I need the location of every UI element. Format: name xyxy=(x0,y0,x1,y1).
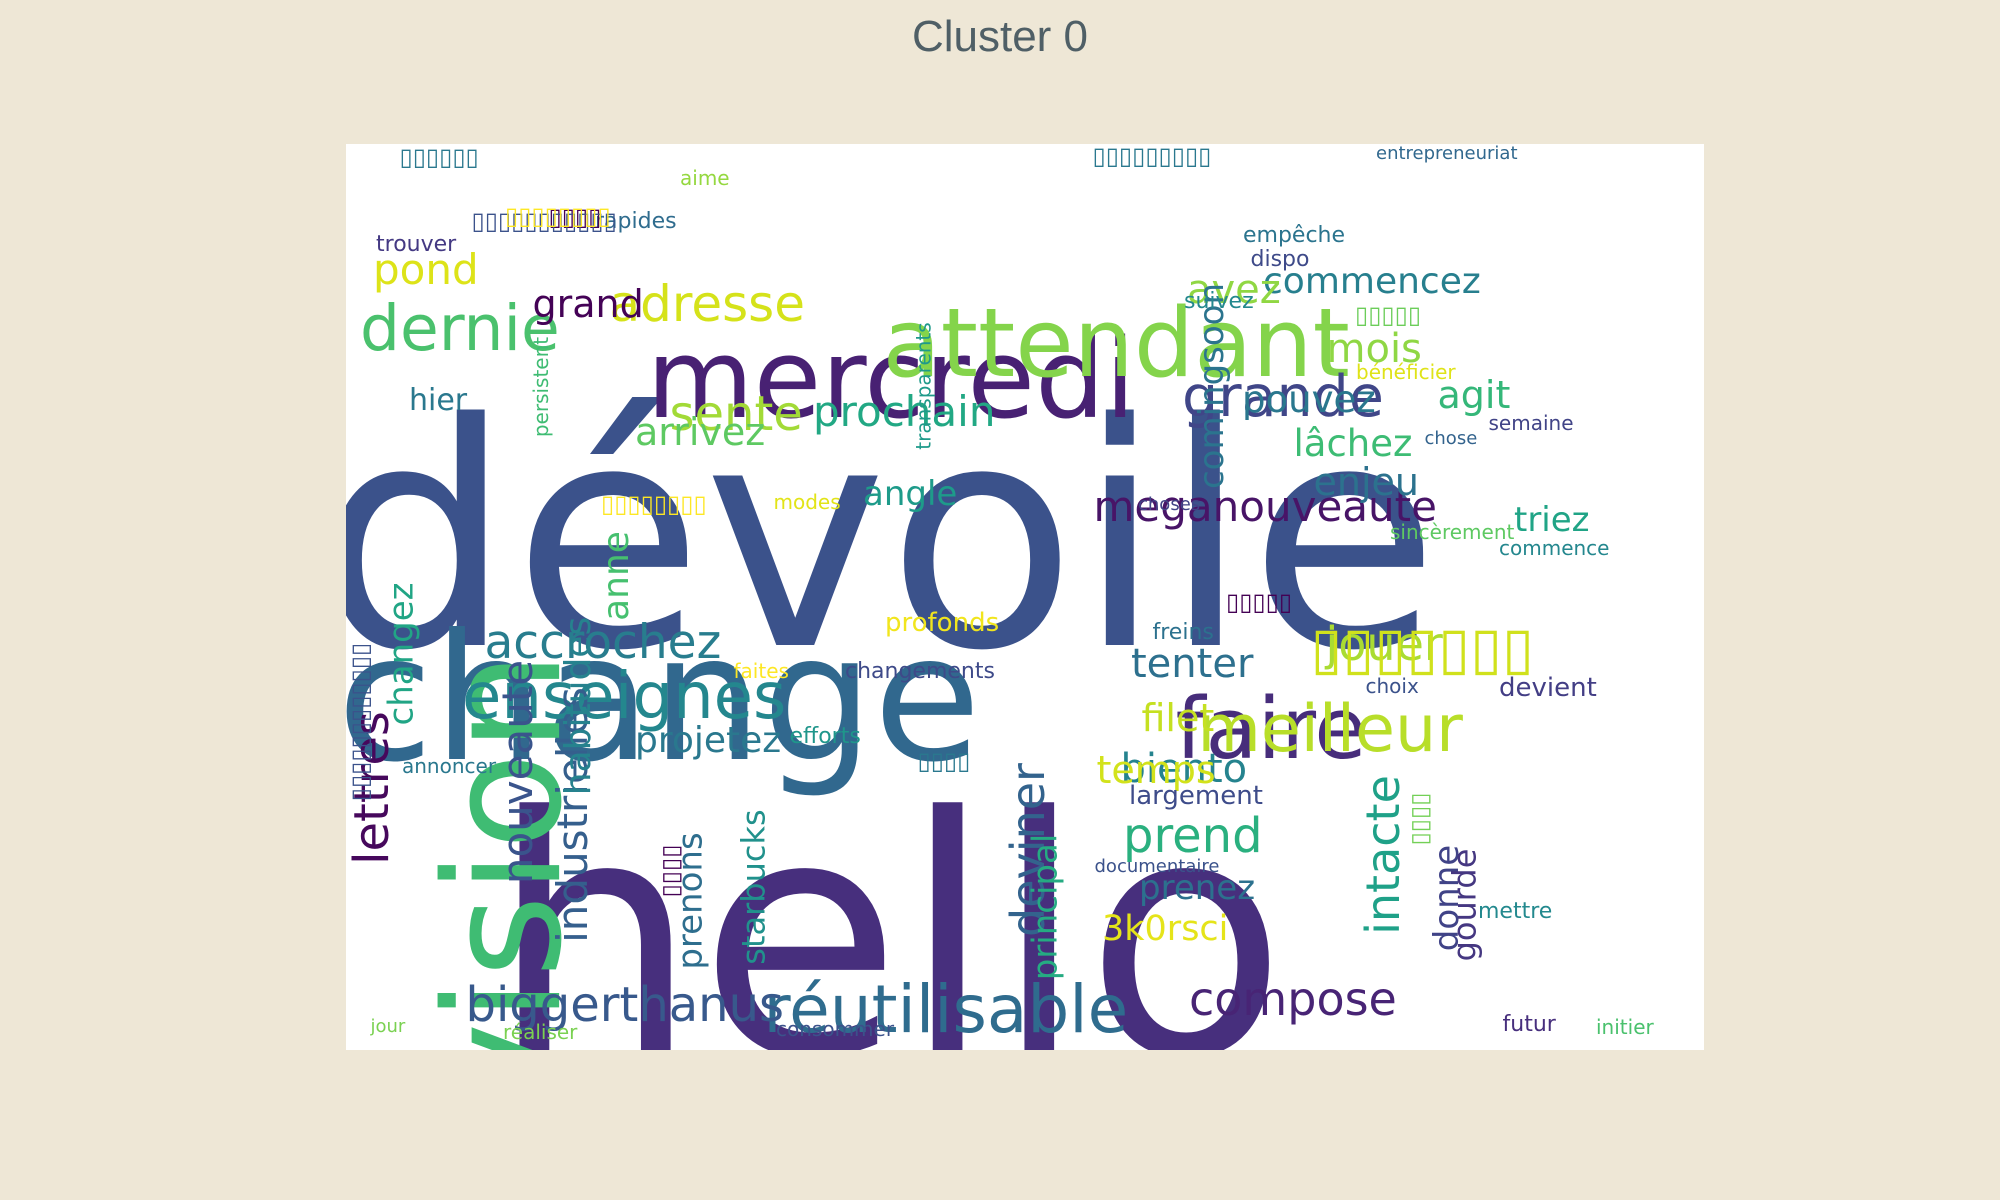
word: efforts xyxy=(789,724,861,749)
word: meganouveaute xyxy=(1093,482,1437,531)
word: biento xyxy=(1120,746,1248,792)
word: rapides xyxy=(595,209,677,234)
word: documentaire xyxy=(1094,856,1220,877)
word: ▯▯▯▯▯▯▯▯▯▯▯ xyxy=(471,207,617,235)
word: anne xyxy=(595,531,637,621)
word: attendant xyxy=(882,288,1350,399)
word: ▯▯▯▯ xyxy=(548,203,602,231)
word: dévoile xyxy=(346,358,1440,719)
word: mettre xyxy=(1478,899,1553,924)
word: faites xyxy=(733,659,789,683)
word: annoncer xyxy=(402,754,497,778)
word: changez xyxy=(380,582,421,726)
word: accrochez xyxy=(484,614,722,670)
word: suivez xyxy=(1184,289,1254,314)
word: angle xyxy=(863,474,958,514)
word: projetez xyxy=(635,720,782,761)
word: prochain xyxy=(813,387,996,436)
word: ▯▯▯▯▯▯▯▯ xyxy=(505,202,611,230)
word: persistent xyxy=(529,336,554,438)
word: lâchez xyxy=(1293,421,1413,465)
word-cloud: dévoile hello change vision mercredi attendan… xyxy=(346,144,1704,1050)
word: mois xyxy=(1326,326,1422,372)
word: dernie xyxy=(360,291,560,365)
word: ▯▯▯▯▯▯▯▯▯ xyxy=(1092,144,1212,170)
word: starbucks xyxy=(734,809,773,965)
word: meilleur xyxy=(1197,691,1463,767)
word: réutilisable xyxy=(763,971,1129,1048)
word: habitudes xyxy=(558,616,600,796)
word: temps xyxy=(1096,748,1216,792)
word: semaine xyxy=(1488,411,1574,435)
word: ▯▯▯▯▯▯▯▯▯▯▯▯ xyxy=(346,642,375,802)
word: tenter xyxy=(1131,641,1254,687)
word: enseignes xyxy=(462,660,787,734)
word: changements xyxy=(845,659,995,684)
word: choix xyxy=(1365,674,1419,698)
word: sincèrement xyxy=(1390,520,1515,544)
word: réaliser xyxy=(503,1020,578,1044)
word: ▯▯▯▯▯ xyxy=(1226,588,1293,616)
word: transparents xyxy=(911,322,936,450)
word: freins xyxy=(1152,620,1214,645)
word: devient xyxy=(1499,673,1597,703)
word: grand xyxy=(532,282,644,326)
word: prend xyxy=(1123,808,1263,864)
word: compose xyxy=(1189,972,1397,1026)
word: jouer xyxy=(1325,617,1443,671)
word: triez xyxy=(1514,500,1590,540)
word: commence xyxy=(1499,536,1610,560)
word: grande xyxy=(1182,363,1384,430)
word: pond xyxy=(373,245,479,294)
word: ▯▯▯▯ xyxy=(655,844,684,898)
word: ▯▯▯▯ xyxy=(917,747,971,775)
word: intacte xyxy=(1355,775,1410,935)
word: ▯▯▯▯▯ xyxy=(1355,301,1422,329)
word: hello xyxy=(489,747,1287,1050)
word: arrivez xyxy=(635,410,766,454)
word: agit xyxy=(1437,373,1511,417)
word: futur xyxy=(1502,1012,1556,1037)
word: avez xyxy=(1187,267,1281,313)
word: biggerthanus xyxy=(465,977,785,1033)
word: chose xyxy=(1424,428,1478,449)
word: ▯▯▯▯ xyxy=(1404,792,1433,846)
word: jour xyxy=(370,1016,406,1037)
word: empêche xyxy=(1243,223,1346,248)
word: choses xyxy=(1138,494,1201,515)
word: sente xyxy=(669,386,803,442)
chart-title: Cluster 0 xyxy=(911,12,1089,61)
word: ▯▯▯▯▯▯▯▯ xyxy=(601,490,707,518)
word: gourde xyxy=(1444,848,1483,962)
word: 3k0rsci xyxy=(1102,908,1229,949)
word: commencez xyxy=(1263,261,1481,302)
word: nouveaute xyxy=(493,659,543,885)
word: pouvez xyxy=(1242,377,1376,421)
word: aime xyxy=(680,166,730,190)
word: filet xyxy=(1141,696,1215,740)
word: prenez xyxy=(1139,868,1256,908)
word: consommer xyxy=(776,1017,895,1041)
word: bénéficier xyxy=(1356,360,1456,384)
word: largement xyxy=(1129,781,1263,811)
word: trouver xyxy=(376,232,457,257)
word: profonds xyxy=(885,608,1000,638)
word: initier xyxy=(1596,1015,1654,1039)
word: adresse xyxy=(609,275,805,333)
word: enjeu xyxy=(1313,460,1419,504)
word: hier xyxy=(409,383,468,418)
word: entrepreneuriat xyxy=(1376,144,1518,164)
word: dispo xyxy=(1250,247,1310,272)
word: principal xyxy=(1024,833,1065,981)
word: change xyxy=(346,597,982,801)
word: mercredi xyxy=(646,315,1136,443)
word: ▯▯▯▯▯▯▯ xyxy=(1310,614,1534,682)
word: modes xyxy=(773,490,841,514)
word: ▯▯▯▯▯▯ xyxy=(399,144,479,171)
word: faire xyxy=(1175,679,1367,779)
